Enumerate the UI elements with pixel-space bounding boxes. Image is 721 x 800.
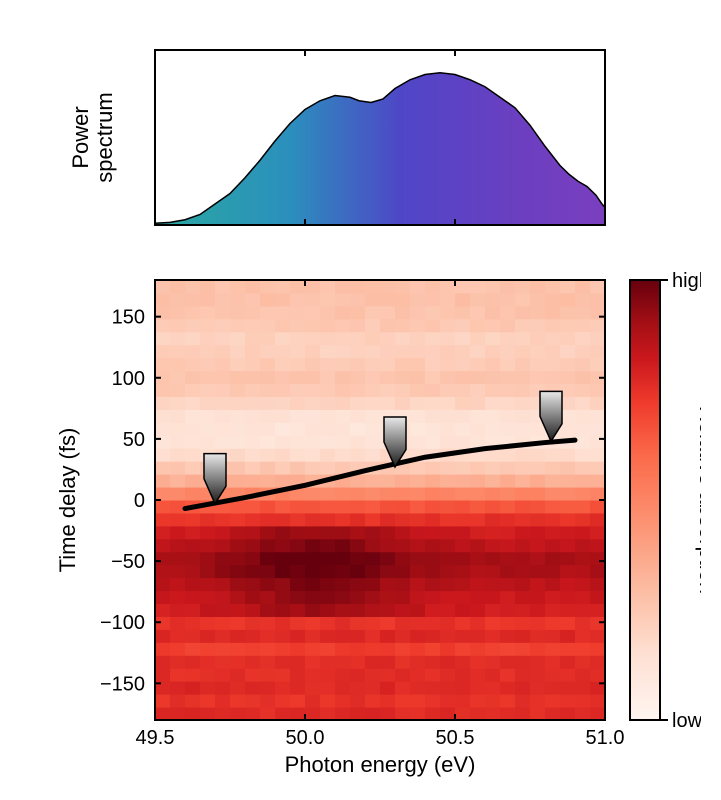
xtick-label: 50.0: [286, 727, 325, 749]
figure-container: Powerspectrum 49.5 50.0 50.5 51.0 −150 −100 −50…: [20, 20, 701, 780]
power-spectrum-area: [155, 73, 605, 225]
ytick-label: 50: [123, 429, 145, 451]
figure-svg: Powerspectrum 49.5 50.0 50.5 51.0 −150 −100 −50…: [20, 20, 701, 780]
colorbar-high-label: high: [672, 270, 701, 292]
colorbar: [630, 280, 660, 720]
colorbar-label: Relative absorption: [695, 406, 701, 594]
power-spectrum-ylabel: Powerspectrum: [68, 92, 117, 182]
xtick-label: 50.5: [436, 727, 475, 749]
xtick-label: 49.5: [136, 727, 175, 749]
heatmap-ylabel: Time delay (fs): [55, 428, 80, 573]
ytick-label: 0: [134, 490, 145, 512]
ytick-label: 150: [112, 307, 145, 329]
ytick-label: 100: [112, 368, 145, 390]
ytick-label: −150: [100, 673, 145, 695]
ytick-label: −50: [111, 551, 145, 573]
heatmap-xlabel: Photon energy (eV): [285, 752, 476, 777]
colorbar-low-label: low: [672, 710, 701, 732]
ytick-label: −100: [100, 612, 145, 634]
xtick-label: 51.0: [586, 727, 625, 749]
